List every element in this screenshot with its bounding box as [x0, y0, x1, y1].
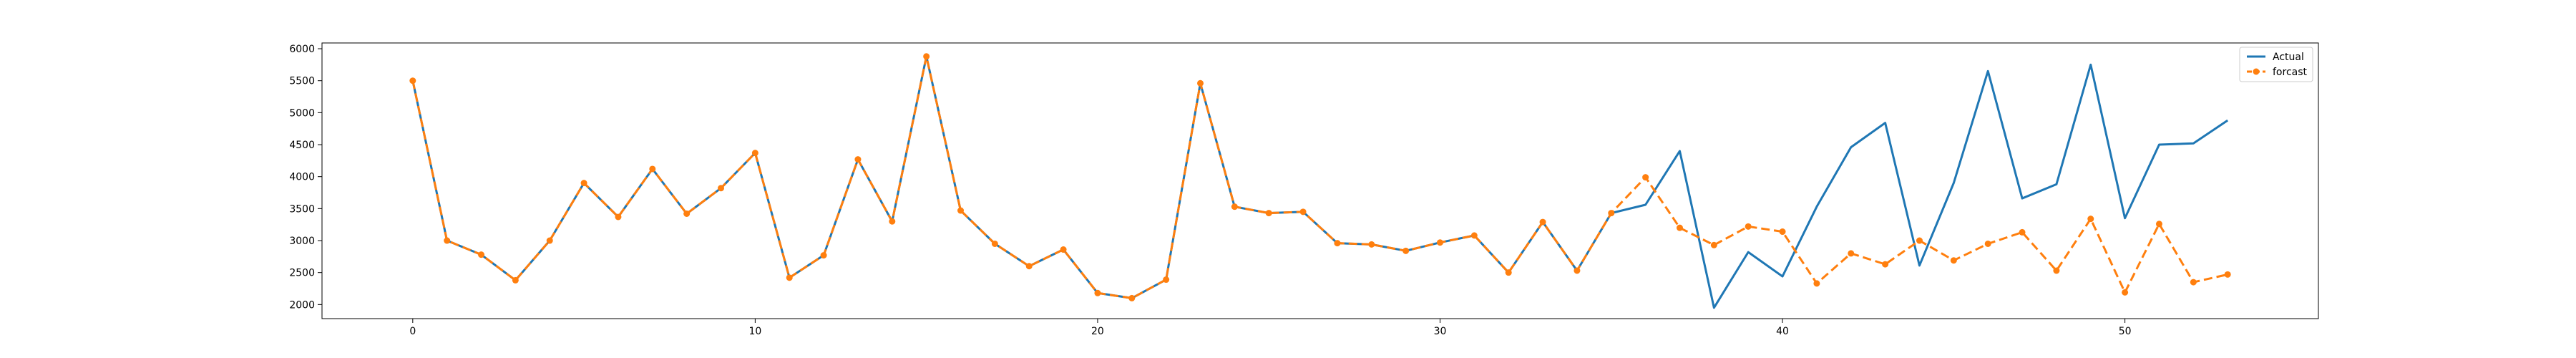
- data-point-forcast: [1710, 241, 1717, 248]
- data-point-forcast: [1505, 269, 1512, 276]
- y-tick-label: 4000: [289, 172, 315, 183]
- data-point-forcast: [2224, 271, 2231, 278]
- y-tick-label: 3500: [289, 203, 315, 215]
- x-tick-label: 0: [409, 326, 416, 337]
- data-point-forcast: [820, 252, 827, 259]
- data-point-forcast: [1231, 203, 1238, 211]
- y-tick-label: 2500: [289, 268, 315, 279]
- data-point-forcast: [1539, 218, 1546, 226]
- data-point-forcast: [1334, 240, 1341, 247]
- data-point-forcast: [2122, 289, 2129, 296]
- legend-label-forcast: forcast: [2273, 67, 2308, 78]
- data-point-forcast: [1848, 250, 1855, 257]
- data-point-forcast: [546, 237, 553, 244]
- data-point-forcast: [2087, 216, 2094, 223]
- data-point-forcast: [1608, 210, 1615, 217]
- data-point-forcast: [1779, 228, 1786, 236]
- data-point-forcast: [512, 276, 519, 284]
- data-point-forcast: [1916, 237, 1923, 244]
- data-point-forcast: [751, 150, 758, 157]
- data-point-forcast: [1813, 280, 1820, 287]
- data-point-forcast: [615, 213, 622, 221]
- x-tick-label: 20: [1091, 326, 1104, 337]
- series-layer: [409, 53, 2231, 309]
- data-point-forcast: [1025, 263, 1033, 270]
- x-tick-label: 40: [1776, 326, 1789, 337]
- data-point-forcast: [1470, 232, 1478, 239]
- data-point-forcast: [409, 77, 416, 84]
- x-axis: 0 10 20 30 40 50: [409, 319, 2132, 337]
- data-point-forcast: [478, 251, 485, 258]
- data-point-forcast: [889, 218, 896, 225]
- data-point-forcast: [1436, 239, 1443, 246]
- data-point-forcast: [1299, 208, 1307, 216]
- data-point-forcast: [2053, 267, 2060, 274]
- data-point-forcast: [444, 237, 451, 244]
- data-point-forcast: [1745, 223, 1752, 230]
- y-tick-label: 2000: [289, 299, 315, 311]
- data-point-forcast: [1574, 267, 1581, 274]
- data-point-forcast: [1368, 241, 1375, 248]
- plot-frame: [321, 42, 2319, 319]
- data-point-forcast: [1882, 261, 1889, 268]
- data-point-forcast: [2190, 279, 2197, 286]
- data-point-forcast: [1197, 79, 1204, 87]
- data-point-forcast: [1984, 240, 1991, 247]
- y-tick-label: 6000: [289, 44, 315, 55]
- data-point-forcast: [580, 180, 587, 187]
- data-point-forcast: [683, 211, 691, 218]
- data-point-forcast: [991, 240, 998, 247]
- data-point-forcast: [854, 156, 862, 163]
- data-point-forcast: [1060, 246, 1067, 253]
- data-point-forcast: [923, 53, 930, 60]
- y-axis: 2000 2500 3000 3500 4000 4500 5000 5500 6000: [289, 44, 322, 311]
- x-tick-label: 10: [748, 326, 761, 337]
- data-point-forcast: [2155, 221, 2162, 228]
- data-point-forcast: [1642, 174, 1649, 181]
- y-tick-label: 4500: [289, 140, 315, 151]
- series-line-forcast: [411, 55, 2228, 299]
- y-tick-label: 5500: [289, 76, 315, 87]
- x-tick-label: 30: [1434, 326, 1447, 337]
- data-point-forcast: [1950, 257, 1957, 264]
- legend-label-actual: Actual: [2273, 52, 2304, 63]
- data-point-forcast: [1676, 224, 1683, 231]
- data-point-forcast: [649, 165, 656, 173]
- data-point-forcast: [1402, 247, 1410, 254]
- plot-area: [322, 43, 2318, 319]
- data-point-forcast: [1163, 276, 1170, 284]
- data-point-forcast: [786, 274, 793, 281]
- y-tick-label: 5000: [289, 107, 315, 119]
- data-point-forcast: [1265, 210, 1272, 217]
- data-point-forcast: [1094, 289, 1101, 296]
- legend-marker-forcast: [2253, 68, 2260, 75]
- y-tick-label: 3000: [289, 236, 315, 247]
- data-point-forcast: [957, 207, 965, 214]
- x-tick-label: 50: [2119, 326, 2132, 337]
- data-point-forcast: [718, 185, 725, 192]
- data-point-forcast: [1128, 294, 1136, 301]
- data-point-forcast: [2019, 228, 2026, 236]
- legend: Actual forcast: [2239, 47, 2313, 82]
